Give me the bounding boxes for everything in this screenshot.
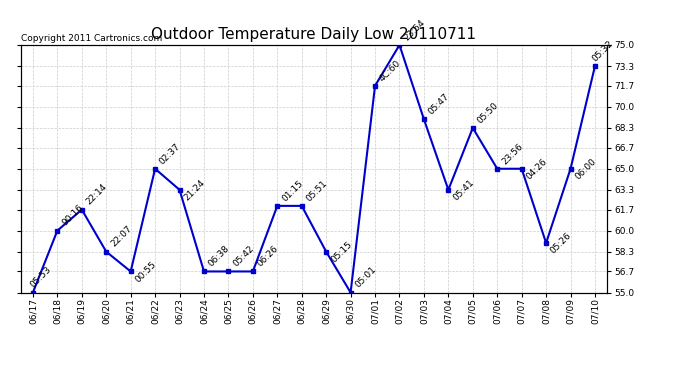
Text: 23:56: 23:56 <box>500 141 524 166</box>
Text: 22:07: 22:07 <box>109 224 133 249</box>
Text: 00:55: 00:55 <box>133 259 158 284</box>
Text: 23:54: 23:54 <box>402 18 426 42</box>
Text: 21:24: 21:24 <box>182 178 207 202</box>
Text: 06:00: 06:00 <box>573 157 598 181</box>
Text: 01:15: 01:15 <box>280 178 305 203</box>
Text: 05:15: 05:15 <box>329 240 353 264</box>
Text: 05:41: 05:41 <box>451 178 475 202</box>
Text: 06:26: 06:26 <box>255 244 280 268</box>
Text: 04:26: 04:26 <box>524 157 549 181</box>
Text: 05:01: 05:01 <box>353 265 378 290</box>
Text: 4C:60: 4C:60 <box>378 58 403 83</box>
Text: 05:32: 05:32 <box>591 39 615 63</box>
Text: 05:50: 05:50 <box>475 100 500 125</box>
Text: 05:51: 05:51 <box>304 178 329 203</box>
Text: Copyright 2011 Cartronics.com: Copyright 2011 Cartronics.com <box>21 33 162 42</box>
Title: Outdoor Temperature Daily Low 20110711: Outdoor Temperature Daily Low 20110711 <box>151 27 477 42</box>
Text: 05:42: 05:42 <box>231 244 256 268</box>
Text: 02:37: 02:37 <box>158 141 182 166</box>
Text: 05:47: 05:47 <box>426 92 451 117</box>
Text: 06:38: 06:38 <box>207 244 231 268</box>
Text: 05:26: 05:26 <box>549 231 573 255</box>
Text: 05:53: 05:53 <box>29 265 53 290</box>
Text: 22:14: 22:14 <box>85 182 109 207</box>
Text: 90:16: 90:16 <box>60 203 85 228</box>
